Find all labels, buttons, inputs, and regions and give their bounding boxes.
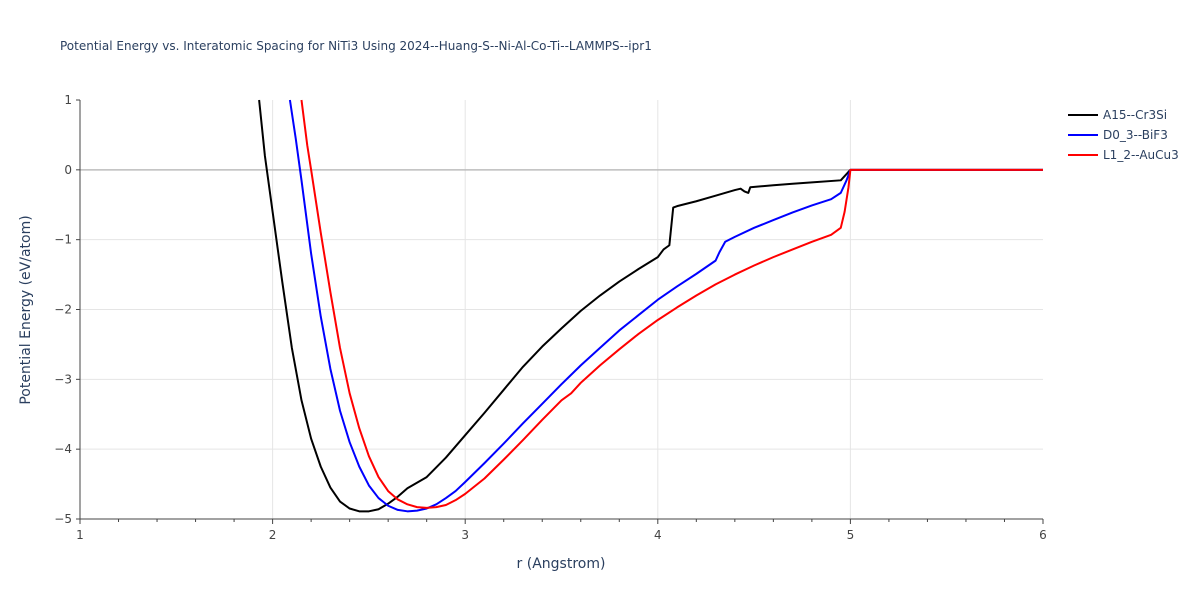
y-tick-label: −4 (54, 442, 72, 456)
x-tick-label: 3 (461, 528, 469, 542)
series-line-0 (258, 99, 1043, 513)
x-tick-label: 6 (1039, 528, 1047, 542)
series-line-2 (300, 99, 1043, 509)
y-axis-ticks: 1 0 −1 −2 −3 −4 −5 (54, 93, 80, 526)
chart-title: Potential Energy vs. Interatomic Spacing… (60, 39, 652, 53)
x-tick-label: 2 (269, 528, 277, 542)
y-tick-label: 0 (64, 163, 72, 177)
y-tick-label: −2 (54, 303, 72, 317)
x-tick-label: 1 (76, 528, 84, 542)
legend-label: A15--Cr3Si (1103, 108, 1167, 122)
y-tick-label: −5 (54, 512, 72, 526)
legend-label: L1_2--AuCu3 (1103, 148, 1179, 162)
x-axis-ticks: 1 2 3 4 5 6 (76, 519, 1047, 542)
y-tick-label: 1 (64, 93, 72, 107)
legend-label: D0_3--BiF3 (1103, 128, 1168, 142)
x-tick-label: 4 (654, 528, 662, 542)
x-axis-label: r (Angstrom) (517, 556, 606, 572)
y-tick-label: −3 (54, 372, 72, 386)
series-line-1 (288, 99, 1043, 513)
series-lines (258, 99, 1043, 513)
x-tick-label: 5 (847, 528, 855, 542)
y-tick-label: −1 (54, 233, 72, 247)
y-axis-label: Potential Energy (eV/atom) (18, 215, 34, 404)
legend: A15--Cr3Si D0_3--BiF3 L1_2--AuCu3 (1068, 108, 1179, 162)
